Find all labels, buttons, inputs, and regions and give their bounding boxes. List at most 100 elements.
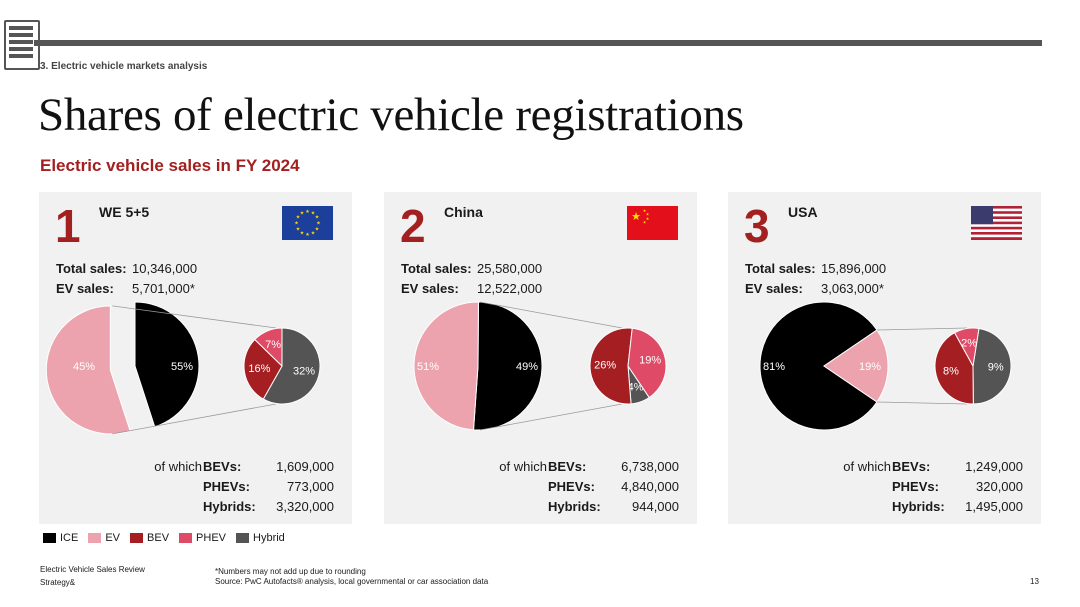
legend-label: ICE xyxy=(60,532,79,544)
svg-text:★: ★ xyxy=(305,209,310,215)
svg-text:★: ★ xyxy=(646,216,650,221)
hybrid-value: 944,000 xyxy=(632,499,679,514)
region-name: WE 5+5 xyxy=(99,204,150,220)
hybrid-label: Hybrids: xyxy=(892,499,945,514)
legend-item-hybrid: Hybrid xyxy=(236,532,285,544)
hybrid-value: 1,495,000 xyxy=(965,499,1023,514)
market-panel-we: 1 WE 5+5 ★ ★ ★ ★ ★ ★ ★ ★ ★ ★ ★ ★ Total sales: 10,… xyxy=(39,192,352,524)
legend-swatch xyxy=(43,533,56,543)
bev-label: BEVs: xyxy=(892,459,931,474)
svg-text:★: ★ xyxy=(316,221,321,227)
total-sales-value: 25,580,000 xyxy=(477,261,543,276)
total-sales-label: Total sales: xyxy=(745,261,816,276)
footnote: *Numbers may not add up due to rounding xyxy=(215,567,366,576)
bev-value: 6,738,000 xyxy=(621,459,679,474)
sub-slice-bev xyxy=(934,332,974,405)
footer-doc-name: Electric Vehicle Sales Review xyxy=(40,565,145,574)
market-panel-usa: 3 USA Total sales: 15,896,000 EV sales: 3,… xyxy=(728,192,1041,524)
legend-swatch xyxy=(236,533,250,543)
ev-slice xyxy=(413,301,479,431)
svg-text:★: ★ xyxy=(296,227,301,233)
ice-label: 51% xyxy=(417,361,439,373)
page-number: 13 xyxy=(1030,577,1039,586)
pie-chart-usa: 9% 8% 2% 81% 19% xyxy=(759,301,1012,431)
total-sales-label: Total sales: xyxy=(401,261,472,276)
sub-slice-phev xyxy=(953,327,980,368)
legend-label: PHEV xyxy=(196,532,227,544)
of-which-label: of which xyxy=(499,459,547,474)
ev-slice xyxy=(45,305,131,435)
legend-swatch xyxy=(179,533,193,543)
ev-sales-value: 5,701,000* xyxy=(132,281,195,296)
legend-swatch xyxy=(88,533,102,543)
bev-label: BEVs: xyxy=(203,459,242,474)
region-name: USA xyxy=(788,204,818,220)
svg-text:★: ★ xyxy=(631,210,641,223)
of-which-label: of which xyxy=(843,459,891,474)
legend-label: EV xyxy=(105,532,121,544)
header-rule xyxy=(34,40,1042,46)
sub-slice-phev xyxy=(627,327,667,399)
sub-label-bev: 16% xyxy=(248,363,270,375)
bev-label: BEVs: xyxy=(548,459,587,474)
connector-line xyxy=(876,327,968,331)
sub-label-bev: 8% xyxy=(943,366,959,378)
phev-label: PHEVs: xyxy=(548,479,595,494)
page-title: Shares of electric vehicle registrations xyxy=(38,89,744,141)
hybrid-label: Hybrids: xyxy=(203,499,256,514)
phev-value: 4,840,000 xyxy=(621,479,679,494)
connector-line xyxy=(479,301,623,329)
rank-number: 2 xyxy=(400,200,426,252)
connector-line xyxy=(112,403,277,435)
svg-text:★: ★ xyxy=(296,215,301,221)
ev-sales-label: EV sales: xyxy=(56,281,114,296)
bev-value: 1,249,000 xyxy=(965,459,1023,474)
rank-number: 1 xyxy=(55,200,81,252)
footer-brand: Strategy& xyxy=(40,578,76,587)
page-subtitle: Electric vehicle sales in FY 2024 xyxy=(40,156,300,175)
total-sales-value: 10,346,000 xyxy=(132,261,198,276)
sub-slice-bev xyxy=(589,327,633,405)
china-flag-icon: ★ ★★ ★★ xyxy=(627,206,678,240)
legend-item-phev: PHEV xyxy=(179,532,226,544)
footer-left: Electric Vehicle Sales Review Strategy& xyxy=(40,563,145,589)
svg-text:★: ★ xyxy=(311,211,316,217)
pie-chart-we: 32% 16% 7% 45% 55% xyxy=(45,301,321,435)
sub-slice-bev xyxy=(243,338,283,400)
connector-line xyxy=(876,401,968,405)
ice-slice xyxy=(759,301,878,431)
legend-item-ev: EV xyxy=(88,532,120,544)
rank-number: 3 xyxy=(744,200,770,252)
ev-sales-label: EV sales: xyxy=(745,281,803,296)
sub-label-hybrid: 9% xyxy=(988,362,1004,374)
sub-label-phev: 19% xyxy=(639,354,661,366)
legend-label: Hybrid xyxy=(253,532,285,544)
eu-flag-icon: ★ ★★ ★★★ ★★★ ★★★ xyxy=(282,206,333,240)
svg-text:★: ★ xyxy=(315,215,320,221)
ev-sales-value: 12,522,000 xyxy=(477,281,543,296)
legend-label: BEV xyxy=(147,532,170,544)
svg-text:★: ★ xyxy=(300,231,305,237)
ice-slice xyxy=(134,301,200,428)
footer-notes: *Numbers may not add up due to rounding … xyxy=(215,567,488,587)
source-note: Source: PwC Autofacts® analysis, local g… xyxy=(215,577,489,586)
sub-label-hybrid: 32% xyxy=(293,366,315,378)
sub-label-bev: 26% xyxy=(594,360,616,372)
phev-label: PHEVs: xyxy=(892,479,939,494)
svg-text:★: ★ xyxy=(311,231,316,237)
hybrid-value: 3,320,000 xyxy=(276,499,334,514)
phev-value: 773,000 xyxy=(287,479,334,494)
svg-text:★: ★ xyxy=(300,211,305,217)
total-sales-label: Total sales: xyxy=(56,261,127,276)
ev-label: 55% xyxy=(171,361,193,373)
svg-text:★: ★ xyxy=(643,208,647,213)
svg-text:★: ★ xyxy=(643,220,647,225)
phev-value: 320,000 xyxy=(976,479,1023,494)
chart-legend: ICE EV BEV PHEV Hybrid xyxy=(43,532,285,544)
sub-label-phev: 7% xyxy=(265,339,281,351)
sub-label-phev: 2% xyxy=(961,337,977,349)
ev-label: 19% xyxy=(859,361,881,373)
svg-text:★: ★ xyxy=(305,232,310,238)
connector-line xyxy=(112,305,277,329)
hybrid-label: Hybrids: xyxy=(548,499,601,514)
